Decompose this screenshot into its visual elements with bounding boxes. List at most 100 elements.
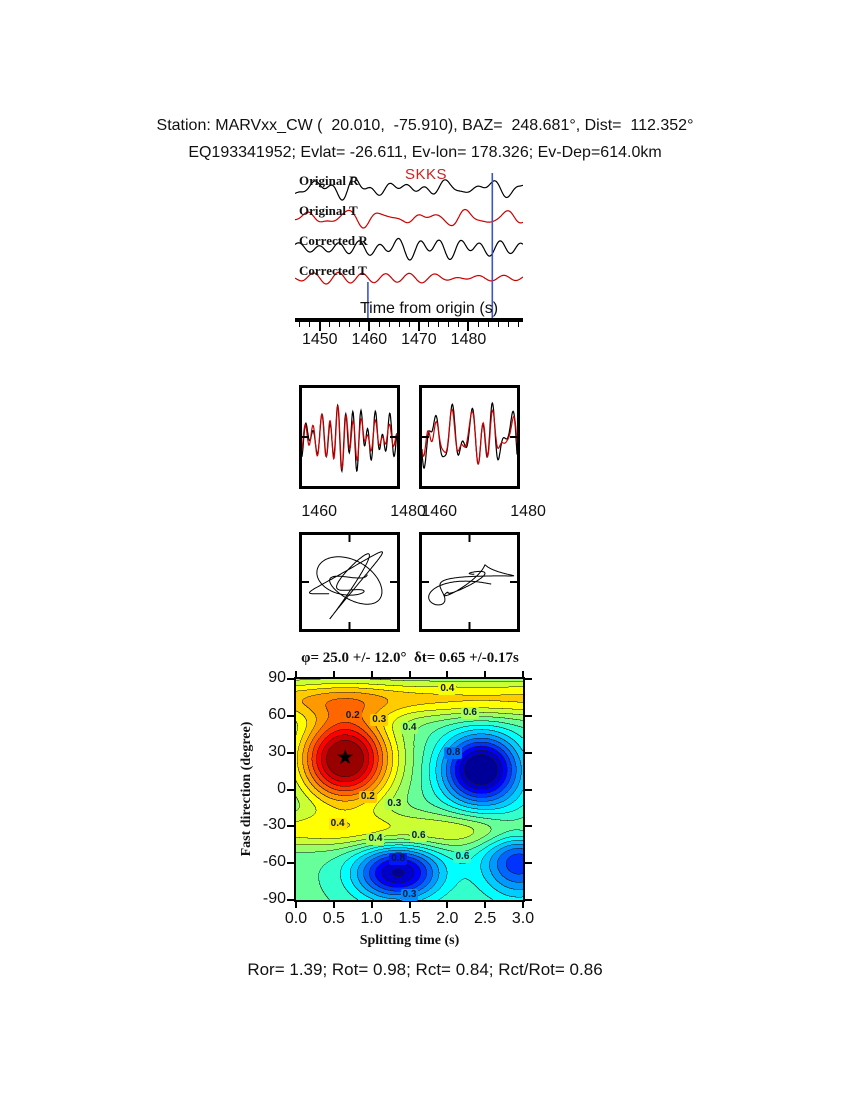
contour-label: 0.4 — [366, 832, 385, 845]
phase-label: SKKS — [405, 166, 448, 183]
overlay-svg — [422, 401, 517, 469]
time-axis-minor-tick — [458, 322, 460, 327]
contour-y-tick-right — [525, 899, 532, 901]
particle-motion-curve — [309, 551, 383, 620]
event-info-line: EQ193341952; Evlat= -26.611, Ev-lon= 178… — [188, 144, 662, 161]
overlay-trace-red — [302, 404, 397, 471]
time-axis-minor-tick — [339, 322, 341, 327]
contour-x-tick-label: 0.0 — [284, 910, 308, 927]
contour-y-tick — [287, 899, 294, 901]
contour-x-tick-label: 3.0 — [511, 910, 535, 927]
contour-y-tick-right — [525, 751, 532, 754]
contour-x-tick-label: 1.5 — [398, 910, 421, 927]
contour-label: 0.3 — [400, 889, 419, 902]
overlay-tick-label: 1460 — [301, 503, 337, 520]
contour-y-tick-label: 30 — [268, 742, 286, 760]
overlay-tick-label: 1480 — [510, 503, 546, 520]
station-info-line: Station: MARVxx_CW ( 20.010, -75.910), B… — [156, 117, 694, 134]
contour-x-tick-label: 2.5 — [474, 910, 497, 927]
contour-label: 0.8 — [389, 853, 408, 866]
contour-x-tick-top — [332, 671, 335, 677]
contour-label: 0.4 — [328, 817, 347, 830]
contour-y-tick-label: 60 — [268, 705, 286, 723]
contour-label: 0.3 — [370, 713, 389, 726]
trace-label-original-r: Original R — [299, 173, 359, 188]
contour-x-tick — [408, 902, 411, 908]
contour-y-tick — [287, 714, 294, 717]
time-axis-minor-tick — [358, 322, 360, 327]
contour-label: 0.4 — [400, 722, 419, 735]
overlay-panel — [299, 385, 400, 489]
contour-x-tick-top — [408, 671, 411, 677]
contour-x-tick-label: 1.0 — [360, 910, 383, 927]
time-axis-minor-tick — [448, 322, 450, 327]
contour-x-tick-top — [295, 671, 297, 677]
trace-label-original-t: Original T — [299, 203, 358, 218]
seismogram-trace-3 — [295, 271, 523, 285]
time-axis-tick-label: 1480 — [450, 331, 487, 348]
overlay-svg — [302, 403, 397, 474]
time-axis-minor-tick — [517, 322, 519, 327]
contour-label: 0.6 — [453, 851, 472, 864]
contour-x-tick — [522, 902, 524, 908]
contour-y-tick-right — [525, 862, 532, 865]
pm-panel — [419, 532, 520, 632]
contour-x-tick — [446, 902, 449, 908]
time-axis-title: Time from origin (s) — [359, 300, 499, 317]
contour-y-tick — [287, 825, 294, 828]
time-axis-line — [295, 318, 523, 322]
contour-y-tick-label: -90 — [262, 890, 286, 907]
contour-y-tick-label: -30 — [262, 816, 286, 834]
contour-y-tick — [287, 788, 294, 791]
trace-label-corrected-r: Corrected R — [299, 233, 368, 248]
contour-label: 0.6 — [461, 707, 479, 720]
overlay-tick-label: 1480 — [390, 503, 426, 520]
contour-x-tick-top — [370, 671, 373, 677]
time-axis-minor-tick — [309, 322, 311, 327]
contour-canvas — [296, 679, 523, 900]
time-axis-tick — [467, 322, 470, 331]
time-axis-tick — [417, 322, 420, 331]
overlay-tick-label: 1460 — [421, 503, 457, 520]
contour-label: 0.3 — [385, 798, 404, 811]
time-axis-tick-label: 1470 — [401, 331, 437, 348]
time-axis-minor-tick — [477, 322, 479, 327]
overlay-trace-red — [422, 408, 517, 466]
time-axis-minor-tick — [408, 322, 410, 327]
contour-y-tick — [287, 751, 294, 754]
time-axis-minor-tick — [349, 322, 351, 327]
contour-x-tick — [295, 902, 297, 908]
contour-y-tick — [287, 862, 294, 865]
time-axis-minor-tick — [388, 322, 390, 327]
contour-title: φ= 25.0 +/- 12.0° δt= 0.65 +/-0.17s — [301, 650, 519, 666]
time-axis-tick — [318, 322, 321, 331]
seismogram-panel — [295, 170, 523, 320]
contour-y-tick-right — [525, 678, 532, 680]
contour-x-tick — [370, 902, 373, 908]
time-axis-minor-tick — [497, 322, 499, 327]
seismogram-trace-2 — [295, 237, 523, 261]
contour-label: 0.8 — [444, 746, 463, 759]
time-axis-minor-tick — [378, 322, 380, 327]
overlay-trace-black — [422, 401, 517, 469]
time-axis-tick — [368, 322, 371, 331]
contour-x-tick-label: 0.5 — [322, 910, 345, 927]
pm-svg — [422, 535, 517, 629]
contour-label: 0.6 — [409, 830, 428, 843]
contour-label: 0.4 — [438, 682, 457, 695]
pm-panel — [299, 532, 400, 632]
time-axis-minor-tick — [428, 322, 430, 327]
contour-y-tick-right — [525, 825, 532, 828]
seismogram-trace-0 — [295, 176, 523, 201]
time-axis-minor-tick — [487, 322, 489, 327]
time-axis-minor-tick — [398, 322, 400, 327]
time-axis-tick-label: 1460 — [351, 331, 388, 348]
contour-x-tick-top — [522, 671, 524, 677]
contour-x-tick — [332, 902, 335, 908]
particle-motion-curve — [428, 564, 515, 606]
overlay-panel — [419, 385, 520, 489]
contour-y-tick-right — [525, 788, 532, 791]
contour-plot: ★ 0.4 0.2 0.3 0.4 0.6 0.8 0.2 0.3 0.4 0.4 0.6 0.8 0.6… — [294, 677, 525, 902]
contour-x-tick-top — [446, 671, 449, 677]
